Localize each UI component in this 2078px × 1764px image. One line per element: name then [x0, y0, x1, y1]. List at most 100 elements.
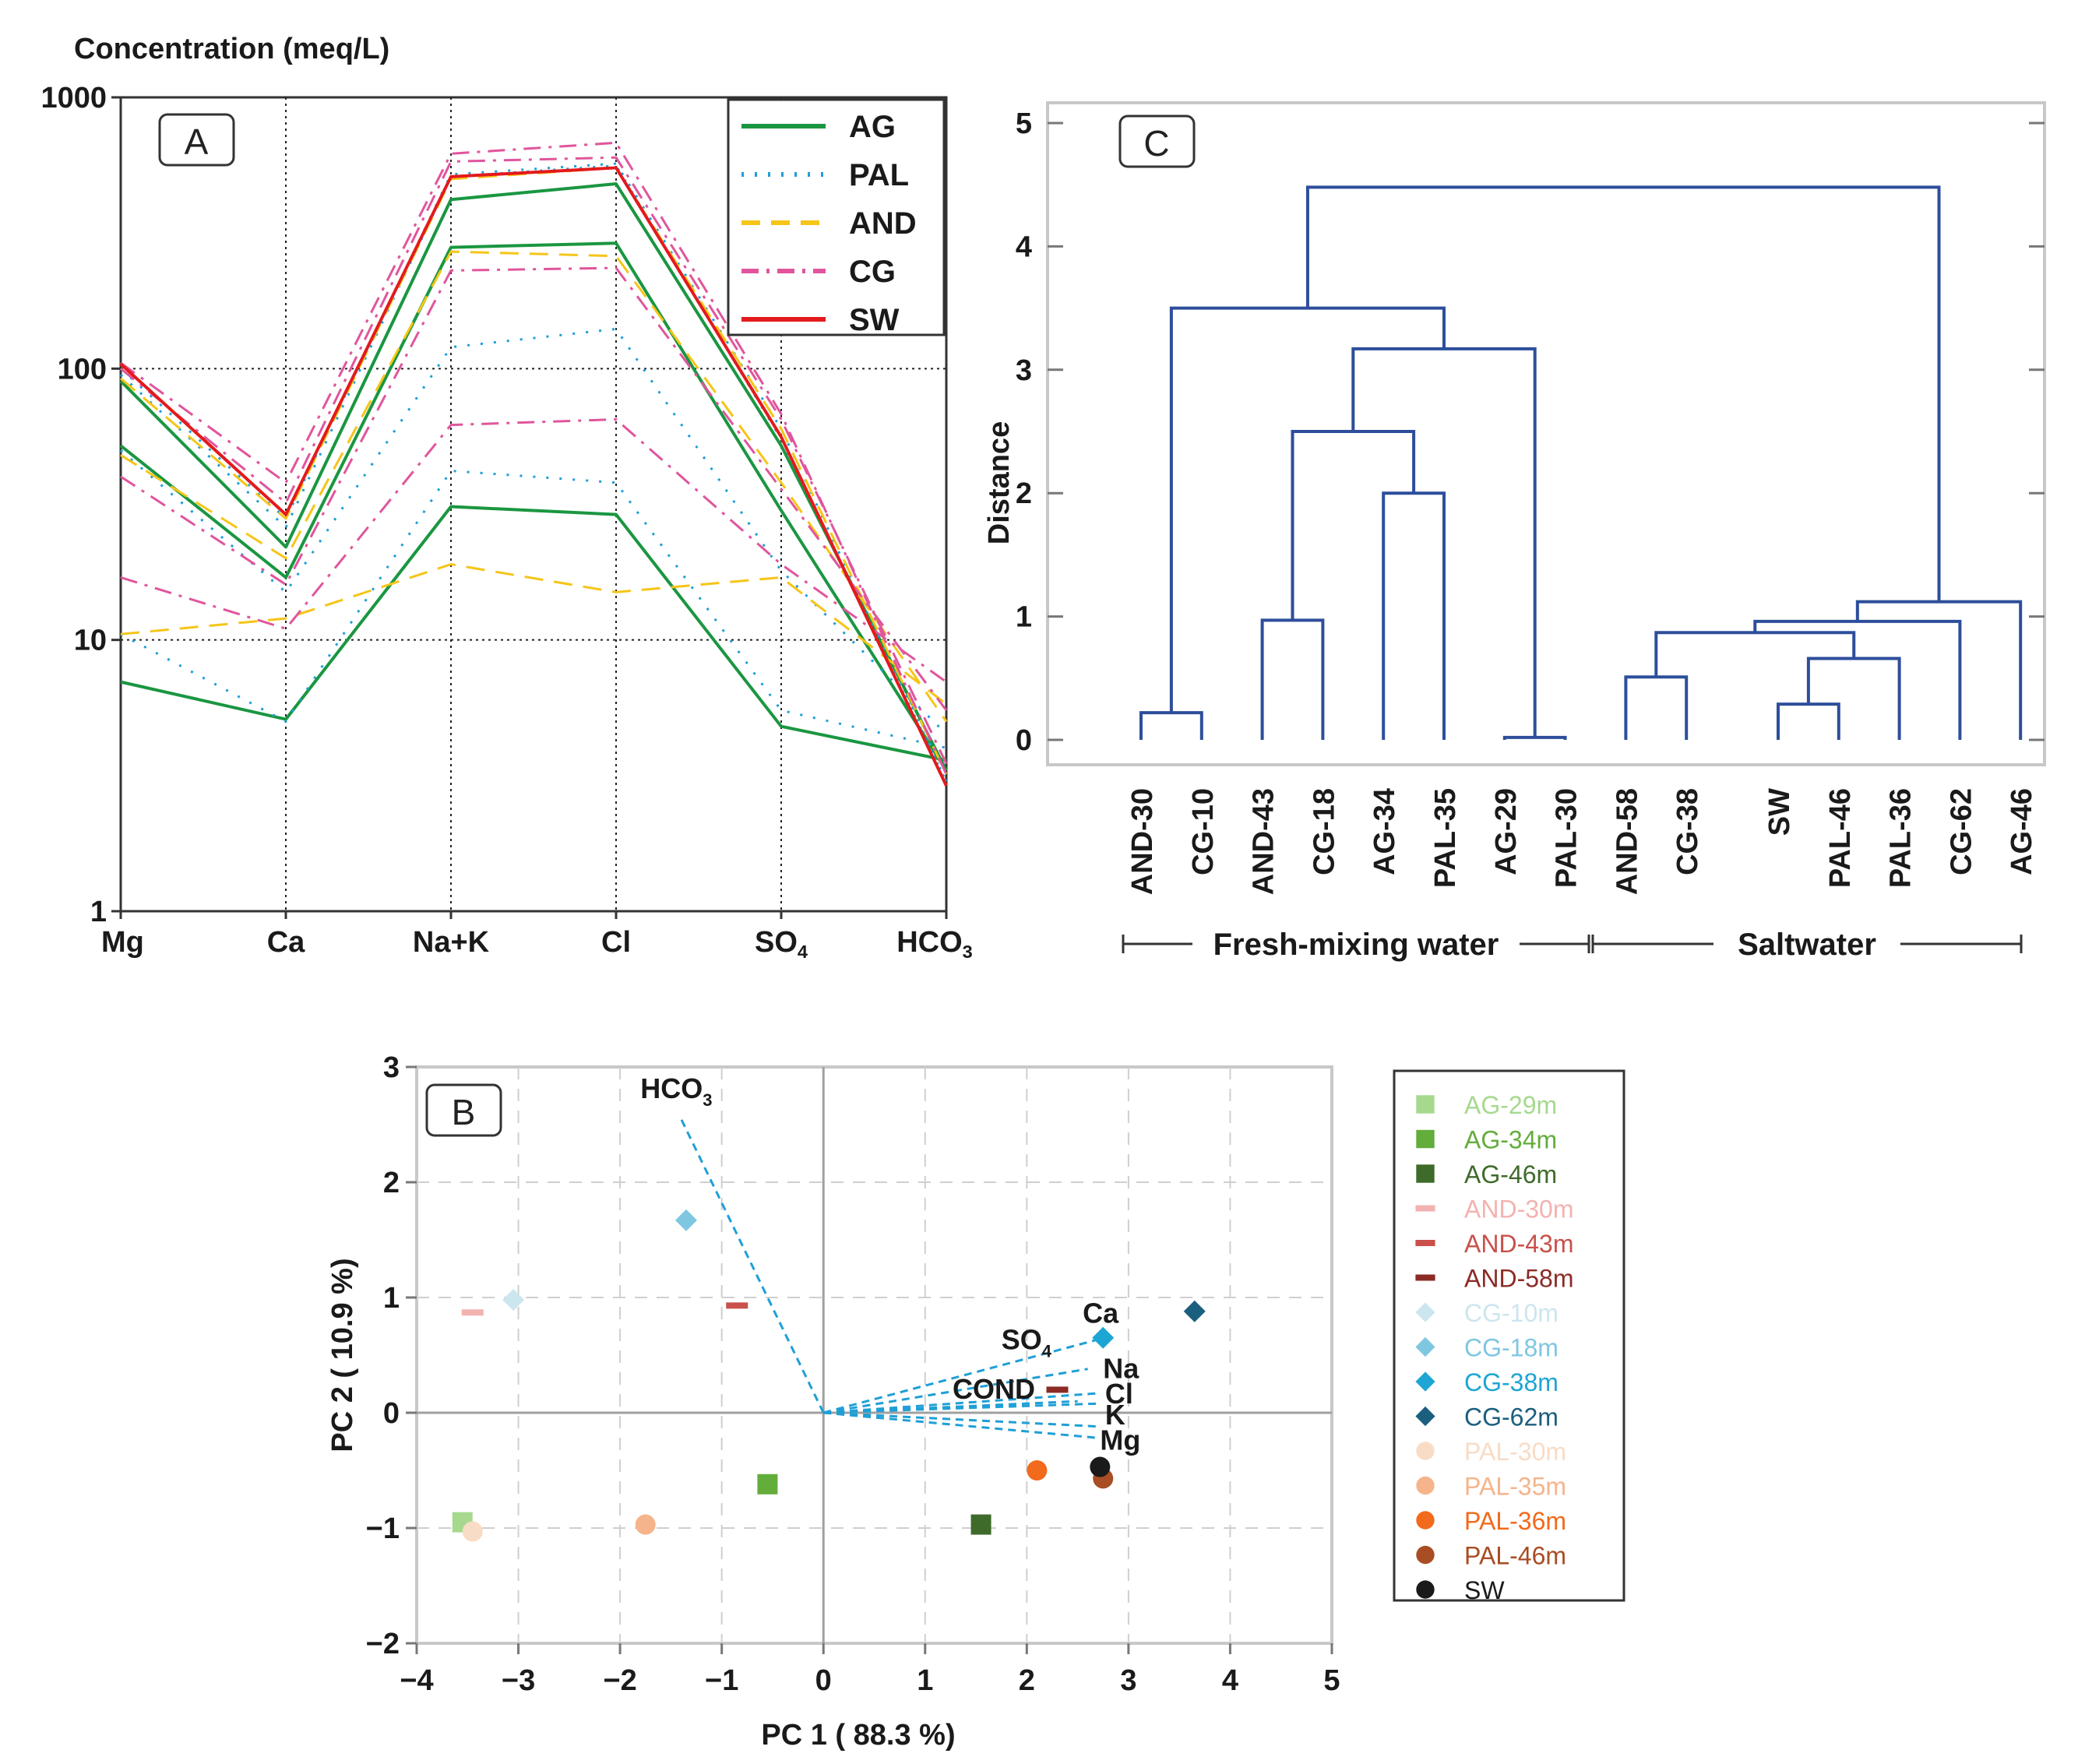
legend-label-and-58m: AND-58m [1464, 1265, 1573, 1293]
legend-marker-ag-34m [1416, 1129, 1435, 1149]
tree-link-cg62 [1753, 619, 1962, 740]
series-line-and-43 [120, 250, 948, 723]
panel-b-legend: AG-29m AG-34m AG-46m AND-30m AND-43m AND-58m C… [1415, 1091, 1573, 1604]
leaf-label-and-43: AND-43 [1248, 788, 1280, 895]
loading-vector-cond [823, 1400, 1078, 1414]
loading-label-so: SO4 [1002, 1324, 1052, 1361]
x-tick-label: 3 [1120, 1664, 1136, 1697]
leaf-label-cg-62: CG-62 [1945, 788, 1978, 875]
panel-c-dendrogram: 0 1 2 3 4 5 Distance AND-30 CG-10 AND-43 CG-18 AG… [983, 101, 2046, 962]
group-label: Fresh-mixing water [1213, 928, 1499, 962]
group-label: Saltwater [1738, 928, 1876, 962]
point-cg-10m [502, 1288, 525, 1311]
series-line-ag-46 [119, 182, 948, 772]
series-line-ag-29 [120, 505, 947, 762]
panel-b-legend-box [1393, 1069, 1625, 1602]
series-line-sw [119, 166, 948, 787]
legend-marker-pal-35m [1416, 1476, 1435, 1495]
leaf-label-cg-18: CG-18 [1308, 788, 1340, 875]
panel-c-badge-box [1118, 114, 1196, 168]
panel-b-plot-frame [415, 1065, 1333, 1645]
legend-marker-pal-30m [1416, 1442, 1435, 1460]
panel-c-plot-frame [1046, 101, 2046, 766]
legend-label-and-43m: AND-43m [1464, 1230, 1573, 1258]
panel-a-badge: A [185, 121, 209, 162]
x-tick-label: 1 [917, 1664, 933, 1697]
point-ag-34m [757, 1474, 778, 1495]
loading-vector-k [823, 1411, 1101, 1428]
leaf-label-cg-10: CG-10 [1187, 788, 1220, 875]
x-tick-label: Cl [601, 926, 631, 959]
y-tick-label: 100 [58, 353, 107, 386]
leaf-label-pal-35: PAL-35 [1429, 788, 1462, 888]
loading-vector-ca [822, 1337, 1101, 1414]
y-tick-label: 1 [1016, 601, 1032, 634]
loading-label-main: HCO [640, 1072, 703, 1104]
loading-label-subscript: 4 [1042, 1342, 1052, 1361]
series-line-and-58 [120, 166, 948, 775]
point-cg-18m [674, 1209, 697, 1231]
y-tick-label: 3 [1016, 354, 1032, 387]
x-tick-label-main: HCO [896, 926, 962, 959]
loading-label-ca: Ca [1083, 1297, 1119, 1329]
loading-vector-so [822, 1368, 1088, 1414]
panel-a-plot-frame [119, 96, 948, 913]
series-line-pal-46 [119, 162, 948, 783]
loading-vector-cl [823, 1402, 1101, 1414]
panel-c-tree [1139, 185, 2023, 740]
panel-b-grid [417, 1067, 1332, 1643]
x-tick-label: 0 [815, 1664, 832, 1697]
loading-label-main: Mg [1100, 1424, 1140, 1456]
x-tick-label: HCO3 [896, 926, 973, 962]
panel-c-leaf-labels: AND-30 CG-10 AND-43 CG-18 AG-34 PAL-35 AG-29 PA… [1126, 788, 2038, 895]
leaf-label-cg-38: CG-38 [1671, 788, 1704, 875]
tree-link-and43-cg18 [1260, 618, 1325, 740]
leaf-label-pal-30: PAL-30 [1551, 788, 1583, 888]
x-tick-label: 2 [1019, 1664, 1035, 1697]
legend-marker-cg-18m [1415, 1336, 1435, 1357]
legend-label-cg: CG [849, 255, 896, 289]
y-tick-label: 3 [383, 1051, 400, 1084]
point-cg-62m [1183, 1300, 1206, 1322]
legend-label-and: AND [849, 206, 917, 241]
x-tick-label: −2 [603, 1664, 636, 1697]
leaf-label-ag-46: AG-46 [2006, 788, 2038, 875]
legend-label-ag: AG [849, 110, 896, 144]
loading-vector-na [823, 1392, 1101, 1414]
legend-label-pal: PAL [849, 158, 909, 192]
legend-marker-and-58m [1415, 1274, 1435, 1281]
y-tick-label: 1 [383, 1282, 400, 1315]
panel-a-legend-box [727, 98, 946, 336]
panel-c-y-axis-label: Distance [983, 421, 1016, 544]
x-tick-label: Mg [101, 926, 144, 959]
legend-label-sw: SW [849, 303, 900, 337]
legend-label-sw: SW [1464, 1576, 1505, 1604]
loading-label-main: Cl [1105, 1378, 1133, 1410]
point-ag-46m [970, 1514, 991, 1535]
legend-label-ag-46m: AG-46m [1464, 1160, 1557, 1188]
y-tick-label: 4 [1016, 231, 1032, 263]
legend-label-pal-36m: PAL-36m [1464, 1507, 1566, 1535]
series-line-cg-10 [120, 418, 947, 683]
point-and-58m [1046, 1386, 1069, 1393]
panel-a-series [119, 141, 948, 787]
panel-b-ticks: −4 −3 −2 −1 0 1 2 3 4 5 −2 −1 0 1 2 3 [366, 1051, 1340, 1697]
panel-c-y-ticks: 0 1 2 3 4 5 [1016, 107, 2045, 757]
point-pal-35m [635, 1514, 656, 1535]
y-tick-label: 5 [1016, 107, 1032, 140]
x-tick-label: SO4 [755, 926, 808, 962]
leaf-label-ag-29: AG-29 [1490, 788, 1523, 875]
panel-c-group-brackets: Fresh-mixing water Saltwater [1122, 928, 2023, 962]
leaf-label-pal-36: PAL-36 [1885, 788, 1918, 888]
panel-a-line-chart: Concentration (meq/L) 1 10 100 1000 Mg Ca Na+… [41, 33, 972, 962]
x-tick-label: 4 [1222, 1664, 1238, 1697]
x-tick-label: Na+K [413, 926, 490, 959]
y-tick-label: 1000 [41, 82, 107, 114]
tree-link-ag29-pal30 [1502, 735, 1567, 740]
tree-link-ag34-pal35 [1382, 491, 1446, 740]
y-tick-label: 1 [90, 896, 107, 928]
legend-marker-cg-38m [1415, 1371, 1435, 1392]
